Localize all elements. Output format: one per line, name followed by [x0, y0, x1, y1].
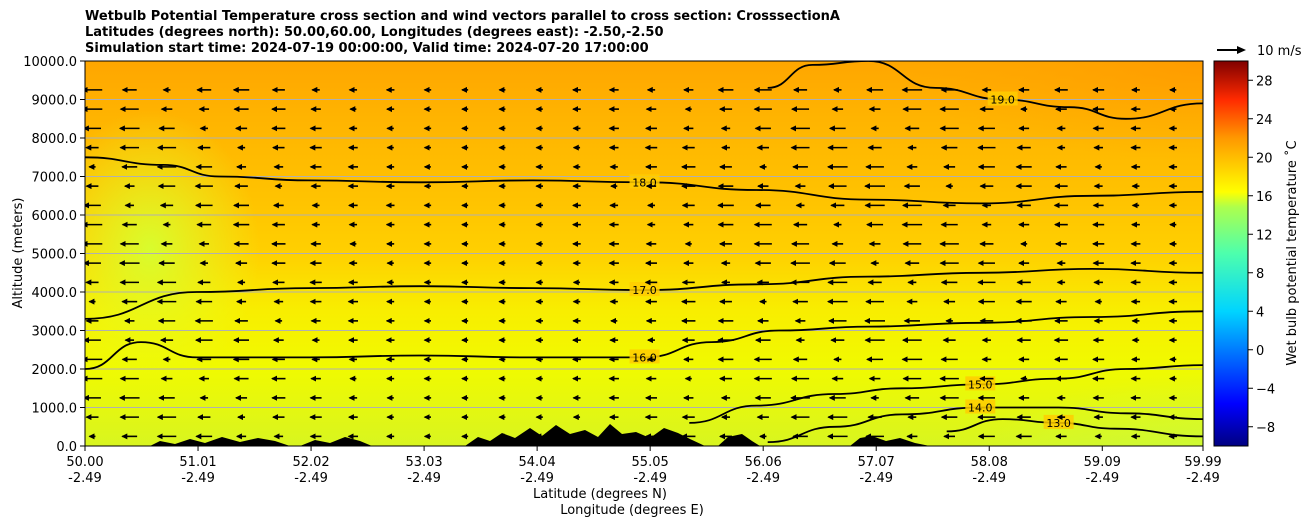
y-tick-label: 5000.0: [32, 248, 78, 263]
plot-area: 13.0 14.0 15.0 16.0 17.0 18.0 19.0: [85, 61, 1203, 446]
contour-label: 16.0: [632, 351, 657, 364]
colorbar-tick-label: 20: [1256, 151, 1273, 166]
x-axis-ticks: 50.00-2.4951.01-2.4952.02-2.4953.03-2.49…: [66, 446, 1222, 486]
y-tick-label: 7000.0: [32, 171, 78, 186]
y-tick-label: 1000.0: [32, 402, 78, 417]
contour-label-bg: [629, 282, 660, 297]
x-tick-label-lon: -2.49: [972, 471, 1006, 486]
colorbar-tick-label: 4: [1256, 305, 1264, 320]
colorbar-tick-label: 24: [1256, 113, 1273, 128]
x-tick-label-lat: 50.00: [66, 455, 103, 470]
y-tick-label: 10000.0: [23, 55, 77, 70]
title-line-3: Simulation start time: 2024-07-19 00:00:…: [85, 41, 649, 56]
x-tick-label-lon: -2.49: [633, 471, 667, 486]
contour-label: 13.0: [1046, 417, 1071, 430]
contour-label: 15.0: [968, 378, 993, 391]
x-tick-label-lat: 54.04: [519, 455, 556, 470]
x-tick-label-lon: -2.49: [1085, 471, 1119, 486]
colorbar-tick-label: 0: [1256, 344, 1264, 359]
x-tick-label-lat: 57.07: [858, 455, 895, 470]
x-tick-label-lat: 51.01: [179, 455, 216, 470]
contour-label: 17.0: [632, 284, 657, 297]
x-tick-label-lat: 58.08: [971, 455, 1008, 470]
x-tick-label-lat: 59.09: [1084, 455, 1121, 470]
y-tick-label: 9000.0: [32, 94, 78, 109]
contour-label-bg: [965, 376, 996, 391]
x-tick-label-lon: -2.49: [746, 471, 780, 486]
terrain-silhouette: [150, 424, 930, 446]
colorbar: −8 −4 0 4 8 12 16 20 24 28 Wet bulb potential tem…: [1213, 60, 1300, 447]
x-tick-label-lat: 52.02: [292, 455, 329, 470]
contour-label: 14.0: [968, 402, 993, 415]
x-axis-label-secondary: Longitude (degrees E): [560, 503, 704, 518]
y-axis-label: Altitude (meters): [11, 198, 26, 309]
y-tick-label: 2000.0: [32, 363, 78, 378]
title-line-2: Latitudes (degrees north): 50.00,60.00, …: [85, 25, 664, 40]
x-tick-label-lat: 53.03: [405, 455, 442, 470]
y-tick-label: 8000.0: [32, 132, 78, 147]
contour-line: [689, 364, 1203, 424]
x-tick-label-lon: -2.49: [859, 471, 893, 486]
colorbar-tick-label: 12: [1256, 228, 1273, 243]
x-tick-label-lon: -2.49: [520, 471, 554, 486]
colorbar-tick-label: −8: [1256, 421, 1275, 436]
y-axis-ticks: 0.0 1000.0 2000.0 3000.0 4000.0 5000.0 6000.0 7…: [23, 55, 85, 455]
wind-key-label: 10 m/s: [1257, 44, 1302, 59]
colorbar-tick-label: −4: [1256, 382, 1275, 397]
wind-key: 10 m/s: [1217, 44, 1302, 59]
contour-label-bg: [1043, 414, 1074, 429]
x-tick-label-lon: -2.49: [181, 471, 215, 486]
chart-title: Wetbulb Potential Temperature cross sect…: [85, 9, 840, 56]
contour-line: [85, 156, 1203, 205]
x-tick-label-lon: -2.49: [68, 471, 102, 486]
y-tick-label: 6000.0: [32, 209, 78, 224]
wind-key-arrowhead: [1237, 46, 1246, 54]
contour-label-bg: [629, 174, 660, 189]
colorbar-tick-label: 28: [1256, 74, 1273, 89]
colorbar-label: Wet bulb potential temperature ˚C: [1284, 140, 1300, 365]
contour-label: 19.0: [990, 94, 1015, 107]
y-tick-label: 4000.0: [32, 286, 78, 301]
wind-vectors: [85, 86, 1178, 440]
x-tick-label-lat: 56.06: [745, 455, 782, 470]
contour-line: [767, 61, 1203, 120]
colorbar-strip: [1213, 60, 1249, 447]
contour-label-bg: [965, 399, 996, 414]
contour-label: 18.0: [632, 176, 657, 189]
x-tick-label-lon: -2.49: [1186, 471, 1220, 486]
title-line-1: Wetbulb Potential Temperature cross sect…: [85, 9, 840, 24]
x-tick-label-lat: 59.99: [1184, 455, 1221, 470]
x-tick-label-lon: -2.49: [407, 471, 441, 486]
contour-label-bg: [987, 91, 1018, 106]
x-tick-label-lon: -2.49: [294, 471, 328, 486]
y-tick-label: 0.0: [56, 440, 77, 455]
colorbar-ticks: −8 −4 0 4 8 12 16 20 24 28: [1248, 74, 1275, 436]
colorbar-tick-label: 16: [1256, 190, 1273, 205]
y-tick-label: 3000.0: [32, 325, 78, 340]
x-axis-label: Latitude (degrees N): [533, 487, 667, 502]
x-tick-label-lat: 55.05: [632, 455, 669, 470]
colorbar-tick-label: 8: [1256, 267, 1264, 282]
